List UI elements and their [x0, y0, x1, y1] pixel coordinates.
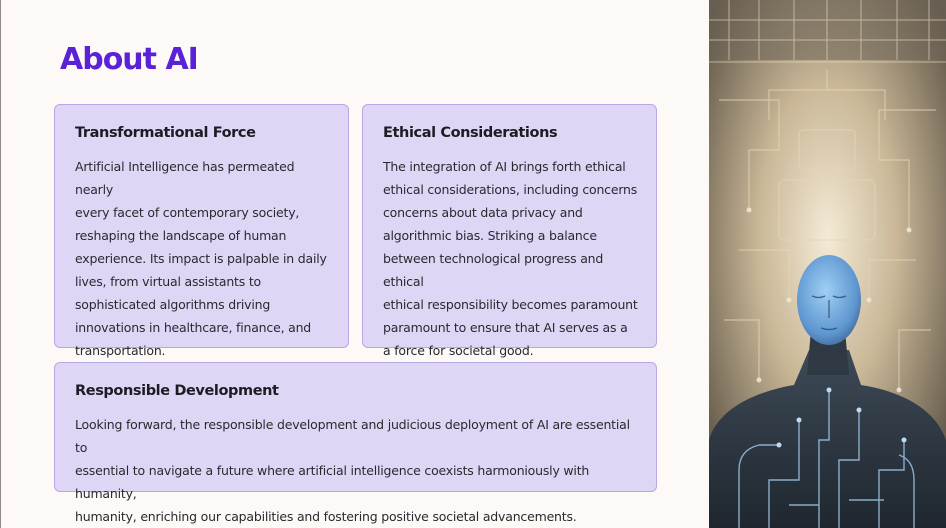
card-line: lives, from virtual assistants to [75, 274, 261, 289]
card-line: sophisticated algorithms driving [75, 297, 271, 312]
card-body: Artificial Intelligence has permeated ne… [75, 155, 334, 362]
card-line: Looking forward, the responsible develop… [75, 417, 630, 455]
slide-left-border [0, 0, 1, 528]
card-line: essential to navigate a future where art… [75, 463, 590, 501]
card-line: a force for societal good. [383, 343, 534, 358]
card-responsible-development: Responsible Development Looking forward,… [54, 362, 657, 524]
card-body: The integration of AI brings forth ethic… [383, 155, 642, 362]
card-line: paramount to ensure that AI serves as a [383, 320, 628, 335]
card-line: The integration of AI brings forth ethic… [383, 159, 626, 174]
card-transformational-force: Transformational Force Artificial Intell… [54, 104, 349, 358]
card-heading: Transformational Force [75, 125, 256, 141]
card-line: concerns about data privacy and [383, 205, 583, 220]
card-line: innovations in healthcare, finance, and [75, 320, 312, 335]
card-line: humanity, enriching our capabilities and… [75, 509, 577, 524]
card-line: reshaping the landscape of human [75, 228, 287, 243]
card-line: Artificial Intelligence has permeated ne… [75, 159, 295, 197]
card-line: transportation. [75, 343, 166, 358]
card-heading: Ethical Considerations [383, 125, 558, 141]
card-line: experience. Its impact is palpable in da… [75, 251, 327, 266]
card-line: between technological progress and ethic… [383, 251, 604, 289]
card-ethical-considerations: Ethical Considerations The integration o… [362, 104, 657, 358]
card-line: ethical considerations, including concer… [383, 182, 638, 197]
card-line: every facet of contemporary society, [75, 205, 300, 220]
slide-title: About AI [60, 42, 199, 77]
card-line: ethical responsibility becomes paramount [383, 297, 638, 312]
ai-humanoid-image [709, 0, 946, 528]
card-heading: Responsible Development [75, 383, 279, 399]
card-body: Looking forward, the responsible develop… [75, 413, 642, 528]
card-line: algorithmic bias. Striking a balance [383, 228, 597, 243]
ai-humanoid-icon [709, 0, 946, 528]
